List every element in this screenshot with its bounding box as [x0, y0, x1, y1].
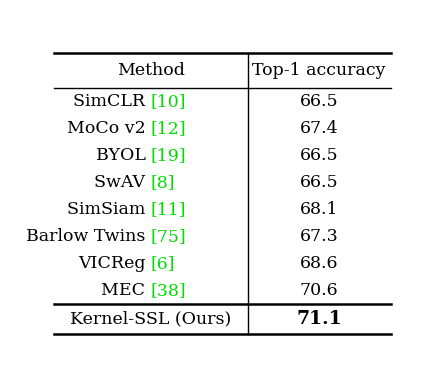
Text: VICReg: VICReg	[78, 255, 151, 272]
Text: [19]: [19]	[151, 147, 187, 164]
Text: 66.5: 66.5	[300, 147, 339, 164]
Text: 67.3: 67.3	[300, 228, 339, 245]
Text: SimCLR: SimCLR	[73, 93, 151, 110]
Text: [75]: [75]	[151, 228, 187, 245]
Text: Top-1 accuracy: Top-1 accuracy	[253, 62, 386, 79]
Text: BYOL: BYOL	[95, 147, 151, 164]
Text: SwAV: SwAV	[95, 174, 151, 191]
Text: SimSiam: SimSiam	[67, 201, 151, 218]
Text: 67.4: 67.4	[300, 120, 339, 137]
Text: MEC: MEC	[102, 282, 151, 299]
Text: 68.1: 68.1	[300, 201, 339, 218]
Text: Barlow Twins: Barlow Twins	[26, 228, 151, 245]
Text: Kernel-SSL (Ours): Kernel-SSL (Ours)	[70, 310, 232, 328]
Text: 66.5: 66.5	[300, 174, 339, 191]
Text: 66.5: 66.5	[300, 93, 339, 110]
Text: [12]: [12]	[151, 120, 187, 137]
Text: [8]: [8]	[151, 174, 175, 191]
Text: 68.6: 68.6	[300, 255, 339, 272]
Text: [38]: [38]	[151, 282, 187, 299]
Text: [11]: [11]	[151, 201, 187, 218]
Text: 71.1: 71.1	[296, 310, 342, 328]
Text: 70.6: 70.6	[300, 282, 339, 299]
Text: MoCo v2: MoCo v2	[67, 120, 151, 137]
Text: Method: Method	[117, 62, 185, 79]
Text: [10]: [10]	[151, 93, 187, 110]
Text: [6]: [6]	[151, 255, 175, 272]
